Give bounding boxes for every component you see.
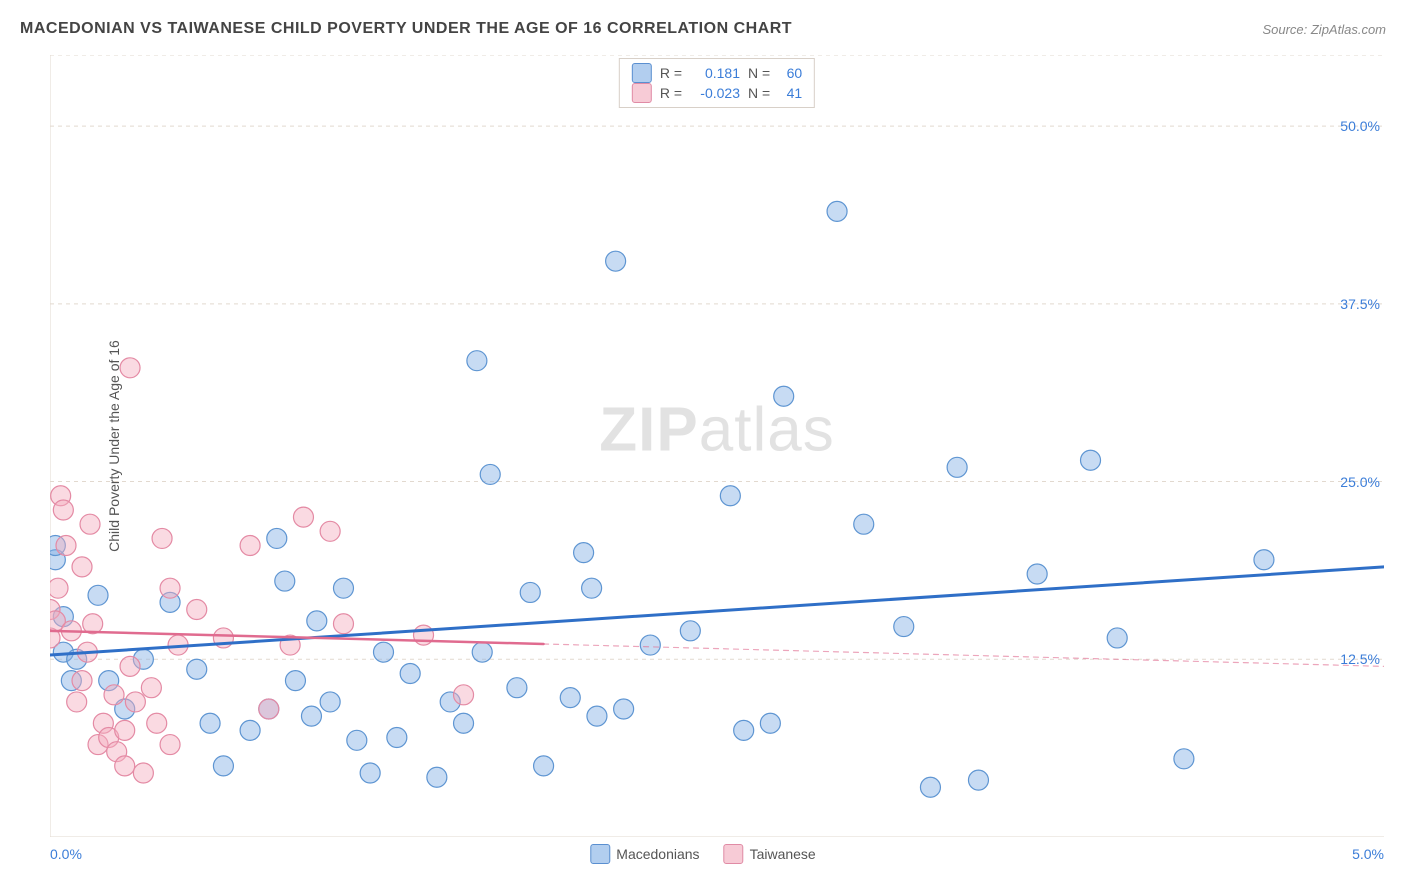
- series-legend: Macedonians Taiwanese: [590, 844, 815, 864]
- n-value: 60: [778, 65, 802, 81]
- swatch-icon: [632, 83, 652, 103]
- y-tick-label: 12.5%: [1340, 651, 1380, 667]
- n-value: 41: [778, 85, 802, 101]
- legend-item: Macedonians: [590, 844, 699, 864]
- stats-row: R = -0.023 N = 41: [632, 83, 802, 103]
- chart-title: MACEDONIAN VS TAIWANESE CHILD POVERTY UN…: [20, 20, 792, 38]
- correlation-stats-box: R = 0.181 N = 60 R = -0.023 N = 41: [619, 58, 815, 108]
- source-attribution: Source: ZipAtlas.com: [1262, 22, 1386, 37]
- scatter-plot-svg: [50, 55, 1384, 837]
- n-label: N =: [748, 65, 770, 81]
- legend-label: Macedonians: [616, 846, 699, 862]
- x-max-label: 5.0%: [1352, 846, 1384, 862]
- y-tick-label: 37.5%: [1340, 296, 1380, 312]
- swatch-icon: [632, 63, 652, 83]
- plot-area: ZIPatlas R = 0.181 N = 60 R = -0.023 N =…: [50, 55, 1384, 837]
- r-label: R =: [660, 85, 682, 101]
- r-value: -0.023: [690, 85, 740, 101]
- legend-item: Taiwanese: [724, 844, 816, 864]
- swatch-icon: [590, 844, 610, 864]
- y-tick-label: 25.0%: [1340, 474, 1380, 490]
- y-tick-label: 50.0%: [1340, 118, 1380, 134]
- chart-header: MACEDONIAN VS TAIWANESE CHILD POVERTY UN…: [20, 20, 1386, 38]
- stats-row: R = 0.181 N = 60: [632, 63, 802, 83]
- r-value: 0.181: [690, 65, 740, 81]
- swatch-icon: [724, 844, 744, 864]
- n-label: N =: [748, 85, 770, 101]
- r-label: R =: [660, 65, 682, 81]
- legend-label: Taiwanese: [750, 846, 816, 862]
- x-min-label: 0.0%: [50, 846, 82, 862]
